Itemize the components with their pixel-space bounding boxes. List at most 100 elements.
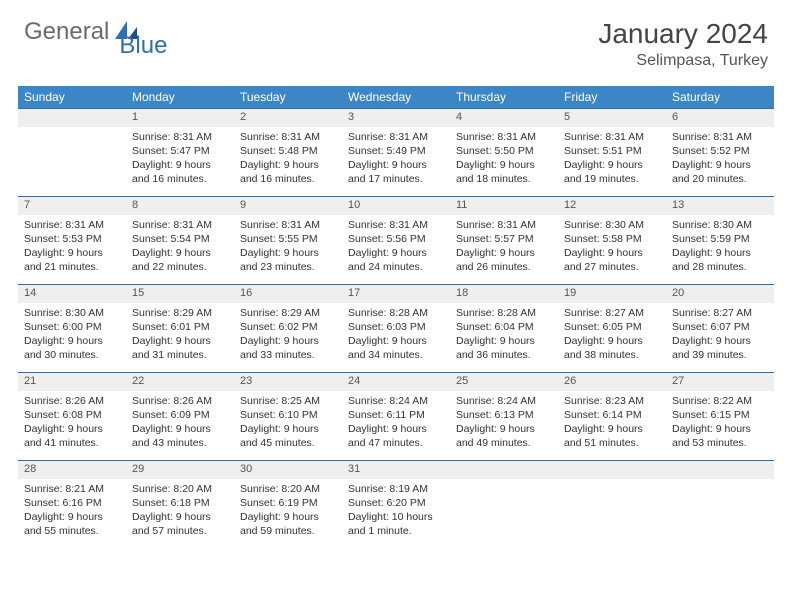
weekday-header: Friday <box>558 86 666 109</box>
day-info-cell: Sunrise: 8:27 AMSunset: 6:05 PMDaylight:… <box>558 303 666 373</box>
title-block: January 2024 Selimpasa, Turkey <box>598 18 768 70</box>
day-info-line: Sunrise: 8:31 AM <box>240 218 336 232</box>
day-info-line: Sunrise: 8:30 AM <box>24 306 120 320</box>
logo: General Blue <box>24 18 189 46</box>
day-number-cell: 11 <box>450 197 558 215</box>
day-info-cell: Sunrise: 8:20 AMSunset: 6:19 PMDaylight:… <box>234 479 342 549</box>
day-info-cell <box>666 479 774 549</box>
weekday-header: Monday <box>126 86 234 109</box>
day-info-line: Sunset: 5:51 PM <box>564 144 660 158</box>
day-info-line: Daylight: 9 hours and 19 minutes. <box>564 158 660 186</box>
day-info-line: Sunset: 6:09 PM <box>132 408 228 422</box>
day-info-line: Daylight: 9 hours and 23 minutes. <box>240 246 336 274</box>
logo-text-general: General <box>24 18 109 46</box>
day-info-cell: Sunrise: 8:24 AMSunset: 6:13 PMDaylight:… <box>450 391 558 461</box>
day-info-line: Sunset: 5:48 PM <box>240 144 336 158</box>
day-info-line: Daylight: 9 hours and 16 minutes. <box>240 158 336 186</box>
weekday-header: Thursday <box>450 86 558 109</box>
day-info-line: Sunset: 6:07 PM <box>672 320 768 334</box>
day-info-cell: Sunrise: 8:30 AMSunset: 5:59 PMDaylight:… <box>666 215 774 285</box>
day-info-line: Daylight: 9 hours and 17 minutes. <box>348 158 444 186</box>
day-number-cell: 18 <box>450 285 558 303</box>
day-info-cell: Sunrise: 8:30 AMSunset: 5:58 PMDaylight:… <box>558 215 666 285</box>
day-info-line: Daylight: 9 hours and 51 minutes. <box>564 422 660 450</box>
day-info-line: Daylight: 9 hours and 43 minutes. <box>132 422 228 450</box>
day-number-cell: 29 <box>126 461 234 479</box>
day-info-line: Sunset: 6:15 PM <box>672 408 768 422</box>
day-info-line: Sunset: 6:20 PM <box>348 496 444 510</box>
calendar-table: Sunday Monday Tuesday Wednesday Thursday… <box>18 86 774 549</box>
day-info-line: Sunrise: 8:29 AM <box>132 306 228 320</box>
daynum-row: 123456 <box>18 109 774 127</box>
day-number-cell: 3 <box>342 109 450 127</box>
day-info-line: Daylight: 9 hours and 34 minutes. <box>348 334 444 362</box>
day-info-cell <box>558 479 666 549</box>
day-info-line: Sunrise: 8:31 AM <box>456 218 552 232</box>
day-info-cell: Sunrise: 8:28 AMSunset: 6:03 PMDaylight:… <box>342 303 450 373</box>
day-number-cell: 15 <box>126 285 234 303</box>
day-number-cell: 27 <box>666 373 774 391</box>
weekday-header-row: Sunday Monday Tuesday Wednesday Thursday… <box>18 86 774 109</box>
day-number-cell: 22 <box>126 373 234 391</box>
day-number-cell <box>450 461 558 479</box>
day-info-line: Sunset: 6:18 PM <box>132 496 228 510</box>
day-number-cell: 30 <box>234 461 342 479</box>
daynum-row: 28293031 <box>18 461 774 479</box>
day-info-line: Sunrise: 8:31 AM <box>456 130 552 144</box>
day-info-cell: Sunrise: 8:31 AMSunset: 5:48 PMDaylight:… <box>234 127 342 197</box>
day-info-cell: Sunrise: 8:19 AMSunset: 6:20 PMDaylight:… <box>342 479 450 549</box>
day-info-line: Sunset: 5:56 PM <box>348 232 444 246</box>
day-info-line: Sunrise: 8:31 AM <box>24 218 120 232</box>
info-row: Sunrise: 8:31 AMSunset: 5:53 PMDaylight:… <box>18 215 774 285</box>
day-number-cell: 13 <box>666 197 774 215</box>
day-number-cell: 7 <box>18 197 126 215</box>
day-info-line: Sunset: 5:53 PM <box>24 232 120 246</box>
day-info-line: Sunrise: 8:19 AM <box>348 482 444 496</box>
day-info-line: Sunset: 5:59 PM <box>672 232 768 246</box>
info-row: Sunrise: 8:30 AMSunset: 6:00 PMDaylight:… <box>18 303 774 373</box>
info-row: Sunrise: 8:31 AM Sunset: 5:47 PM Daylight:… <box>18 127 774 197</box>
day-info-line: Daylight: 9 hours and 57 minutes. <box>132 510 228 538</box>
day-number-cell: 9 <box>234 197 342 215</box>
day-number-cell: 31 <box>342 461 450 479</box>
day-info-line: Daylight: 9 hours and 27 minutes. <box>564 246 660 274</box>
day-info-cell: Sunrise: 8:29 AMSunset: 6:02 PMDaylight:… <box>234 303 342 373</box>
day-number-cell: 5 <box>558 109 666 127</box>
day-info-cell: Sunrise: 8:20 AMSunset: 6:18 PMDaylight:… <box>126 479 234 549</box>
day-info-line: Daylight: 9 hours and 41 minutes. <box>24 422 120 450</box>
day-info-line: Daylight: 9 hours and 36 minutes. <box>456 334 552 362</box>
daynum-row: 21222324252627 <box>18 373 774 391</box>
day-info-line: Daylight: 9 hours and 31 minutes. <box>132 334 228 362</box>
day-number-cell: 17 <box>342 285 450 303</box>
day-info-line: Sunset: 6:14 PM <box>564 408 660 422</box>
day-info-line: Daylight: 9 hours and 49 minutes. <box>456 422 552 450</box>
day-number-cell: 21 <box>18 373 126 391</box>
day-info-line: Sunset: 6:10 PM <box>240 408 336 422</box>
day-info-cell: Sunrise: 8:31 AMSunset: 5:51 PMDaylight:… <box>558 127 666 197</box>
day-info-line: Daylight: 9 hours and 38 minutes. <box>564 334 660 362</box>
day-info-line: Sunset: 5:54 PM <box>132 232 228 246</box>
day-info-cell: Sunrise: 8:24 AMSunset: 6:11 PMDaylight:… <box>342 391 450 461</box>
day-info-line: Sunset: 6:16 PM <box>24 496 120 510</box>
day-info-line: Sunrise: 8:28 AM <box>348 306 444 320</box>
day-info-line: Daylight: 9 hours and 26 minutes. <box>456 246 552 274</box>
day-info-cell: Sunrise: 8:31 AMSunset: 5:56 PMDaylight:… <box>342 215 450 285</box>
day-info-line: Sunrise: 8:29 AM <box>240 306 336 320</box>
day-info-line: Sunrise: 8:23 AM <box>564 394 660 408</box>
day-number-cell: 24 <box>342 373 450 391</box>
day-info-line: Sunrise: 8:22 AM <box>672 394 768 408</box>
day-info-line: Sunrise: 8:21 AM <box>24 482 120 496</box>
day-info-line: Sunrise: 8:20 AM <box>240 482 336 496</box>
day-info-cell: Sunrise: 8:23 AMSunset: 6:14 PMDaylight:… <box>558 391 666 461</box>
page-title: January 2024 <box>598 18 768 50</box>
day-number-cell <box>18 109 126 127</box>
day-info-cell <box>18 127 126 197</box>
day-number-cell: 4 <box>450 109 558 127</box>
day-info-line: Sunset: 5:47 PM <box>132 144 228 158</box>
day-info-line: Sunset: 5:58 PM <box>564 232 660 246</box>
day-info-cell: Sunrise: 8:28 AMSunset: 6:04 PMDaylight:… <box>450 303 558 373</box>
day-number-cell: 14 <box>18 285 126 303</box>
day-info-line: Sunrise: 8:26 AM <box>24 394 120 408</box>
day-number-cell: 26 <box>558 373 666 391</box>
day-info-line: Sunrise: 8:31 AM <box>564 130 660 144</box>
